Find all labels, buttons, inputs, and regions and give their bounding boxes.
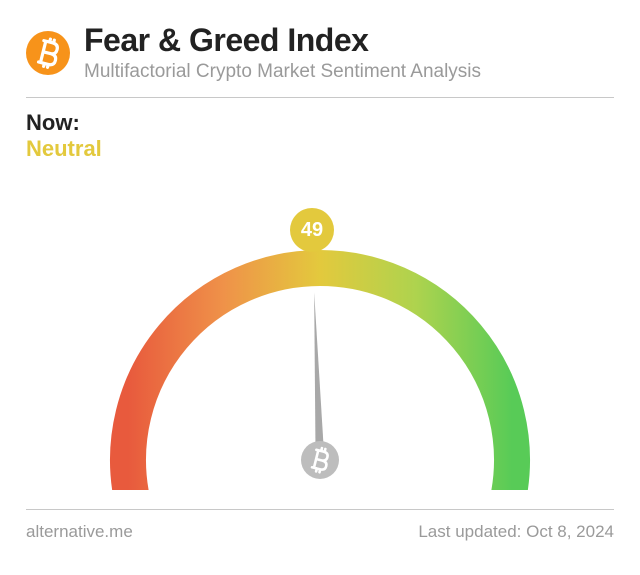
- page-subtitle: Multifactorial Crypto Market Sentiment A…: [84, 61, 481, 83]
- gauge-container: Now: Neutral 49: [26, 110, 614, 495]
- header: Fear & Greed Index Multifactorial Crypto…: [26, 22, 614, 83]
- pivot-bitcoin-icon: [301, 441, 339, 479]
- bitcoin-logo-icon: [26, 31, 70, 75]
- divider-bottom: [26, 509, 614, 510]
- updated-label: Last updated: Oct 8, 2024: [418, 522, 614, 542]
- value-text: 49: [301, 219, 323, 242]
- now-label: Now:: [26, 110, 102, 136]
- divider-top: [26, 97, 614, 98]
- sentiment-label: Neutral: [26, 136, 102, 162]
- source-label: alternative.me: [26, 522, 133, 542]
- footer: alternative.me Last updated: Oct 8, 2024: [26, 522, 614, 542]
- value-badge: 49: [290, 208, 334, 252]
- gauge-chart: [26, 110, 614, 490]
- page-title: Fear & Greed Index: [84, 22, 481, 59]
